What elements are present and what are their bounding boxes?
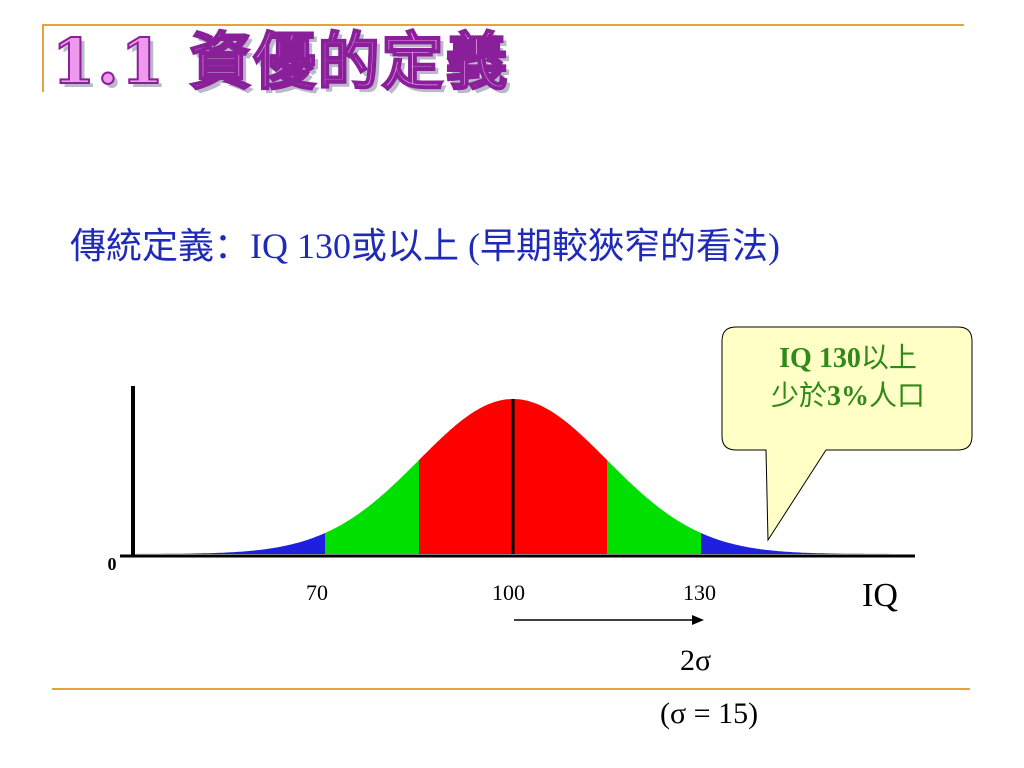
top-rule <box>42 24 964 26</box>
side-rule <box>42 24 44 92</box>
callout-bubble <box>721 326 973 542</box>
y-tick-zero: 0 <box>108 554 117 574</box>
callout-less-than: 少於 <box>770 381 827 412</box>
curve-region-3 <box>607 460 701 554</box>
callout-above: 以上 <box>860 343 917 374</box>
x-axis-label: IQ <box>862 577 898 614</box>
curve-region-4 <box>701 533 889 554</box>
callout-percent: 3% <box>827 381 869 412</box>
slide-title: 1.1 資優的定義 <box>51 24 510 99</box>
subtitle: 傳統定義：IQ 130或以上 (早期較狹窄的看法) <box>70 226 780 266</box>
callout-text: IQ 130以上 少於3%人口 <box>724 340 972 416</box>
curve-region-0 <box>137 533 325 554</box>
x-tick-label: 100 <box>492 580 525 605</box>
two-sigma-label: 2σ <box>680 644 712 677</box>
curve-region-1 <box>325 460 419 554</box>
callout-iq: IQ 130 <box>779 343 861 374</box>
callout-population: 人口 <box>869 381 926 412</box>
x-tick-label: 130 <box>683 580 716 605</box>
bottom-rule <box>52 688 970 690</box>
sigma-arrow <box>514 615 704 625</box>
x-tick-label: 70 <box>306 580 328 605</box>
sigma-note: (σ = 15) <box>660 697 759 730</box>
